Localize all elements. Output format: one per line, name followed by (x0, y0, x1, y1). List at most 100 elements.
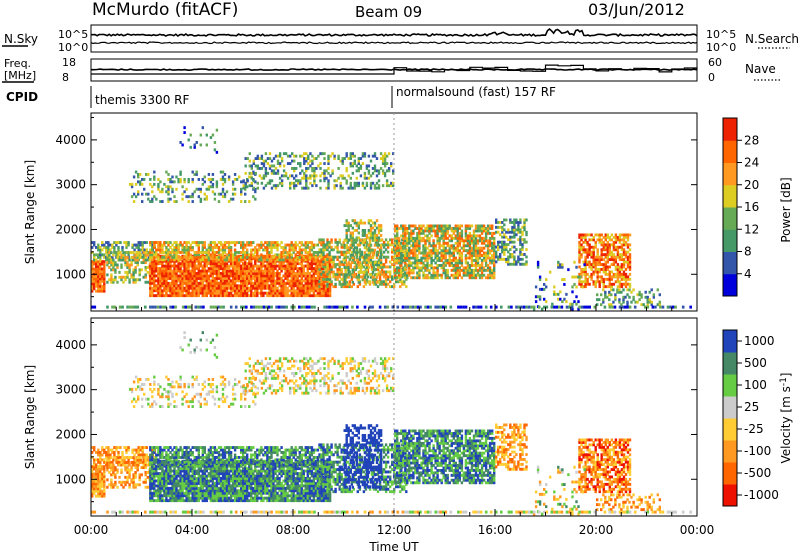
power-cell (338, 275, 341, 279)
power-cell (256, 154, 259, 158)
power-cell (456, 249, 459, 253)
power-cell (347, 226, 350, 230)
power-cell (383, 159, 387, 163)
power-cell (596, 255, 599, 259)
power-cell (332, 265, 335, 269)
power-cell (379, 280, 383, 284)
power-cell (308, 248, 312, 252)
power-cell (316, 294, 320, 298)
power-cell (179, 258, 182, 262)
power-cell (219, 286, 223, 290)
power-cell (503, 240, 506, 244)
power-cell (292, 274, 295, 278)
power-cell (238, 291, 241, 295)
power-cell (456, 259, 459, 262)
power-cell (205, 253, 208, 257)
power-cell (302, 284, 305, 288)
power-cell (112, 258, 115, 262)
power-cell (379, 251, 383, 255)
power-cell (304, 272, 307, 275)
power-cell (332, 248, 335, 252)
power-cell (288, 279, 291, 283)
power-cell (193, 143, 196, 147)
power-cell (191, 178, 194, 181)
power-cell (157, 178, 160, 181)
power-cell (400, 234, 403, 238)
power-cell (205, 291, 208, 295)
power-cell (207, 289, 211, 293)
power-cell (398, 268, 401, 272)
power-cell (365, 256, 369, 259)
power-cell (179, 264, 182, 268)
power-cell (306, 264, 309, 268)
power-cell (513, 262, 516, 266)
power-cell (416, 249, 419, 253)
power-cell (219, 289, 223, 293)
power-cell (519, 262, 522, 266)
power-cell (302, 289, 305, 293)
power-cell (250, 171, 253, 175)
power-cell (91, 277, 94, 281)
power-cell (136, 263, 139, 267)
power-cell (355, 275, 358, 279)
power-cell (252, 162, 255, 165)
power-cell (359, 270, 363, 274)
power-cell (327, 186, 330, 190)
power-cell (209, 294, 213, 298)
power-cell (130, 182, 134, 186)
power-cell (368, 240, 372, 244)
power-cell (391, 263, 394, 266)
power-cell (268, 152, 272, 156)
power-cell (203, 267, 206, 270)
power-cell (626, 265, 630, 269)
power-cell (456, 239, 459, 243)
power-cell (175, 267, 178, 270)
power-cell (414, 261, 417, 265)
power-cell (203, 262, 206, 266)
power-cell (326, 289, 330, 293)
power-cell (149, 241, 152, 244)
power-cell (155, 248, 158, 252)
power-cell (240, 267, 243, 270)
power-cell (474, 259, 478, 262)
power-cell (227, 284, 231, 288)
power-cell (242, 246, 245, 249)
power-cell (596, 233, 599, 237)
power-cell (179, 255, 182, 259)
power-cell (349, 184, 352, 188)
power-cell (105, 246, 108, 249)
power-cell (382, 240, 386, 244)
power-cell (454, 227, 457, 230)
power-cell (165, 264, 168, 268)
power-cell (379, 263, 383, 267)
power-cell (187, 246, 190, 249)
power-cell (219, 248, 223, 252)
power-cell (338, 238, 341, 242)
power-cell (284, 286, 287, 290)
power-cell (373, 278, 377, 282)
power-cell (219, 291, 223, 295)
power-cell (169, 246, 172, 249)
power-cell (229, 262, 233, 266)
power-cell (519, 250, 522, 254)
power-cell (464, 236, 468, 240)
power-cell (169, 264, 172, 268)
power-cell (614, 248, 618, 252)
power-cell (305, 181, 308, 185)
power-cell (217, 264, 221, 268)
power-cell (375, 236, 379, 240)
power-cell (391, 248, 394, 252)
power-cell (311, 159, 314, 163)
power-cell (345, 238, 348, 242)
power-cell (181, 277, 184, 280)
power-cell (244, 184, 247, 188)
power-cell (153, 279, 156, 283)
power-cell (233, 253, 237, 257)
power-cell (420, 231, 423, 235)
power-cell (305, 159, 308, 163)
power-cell (163, 269, 166, 273)
power-cell (254, 281, 257, 285)
power-cell (306, 262, 309, 266)
power-cell (312, 284, 316, 288)
power-cell (349, 246, 352, 250)
